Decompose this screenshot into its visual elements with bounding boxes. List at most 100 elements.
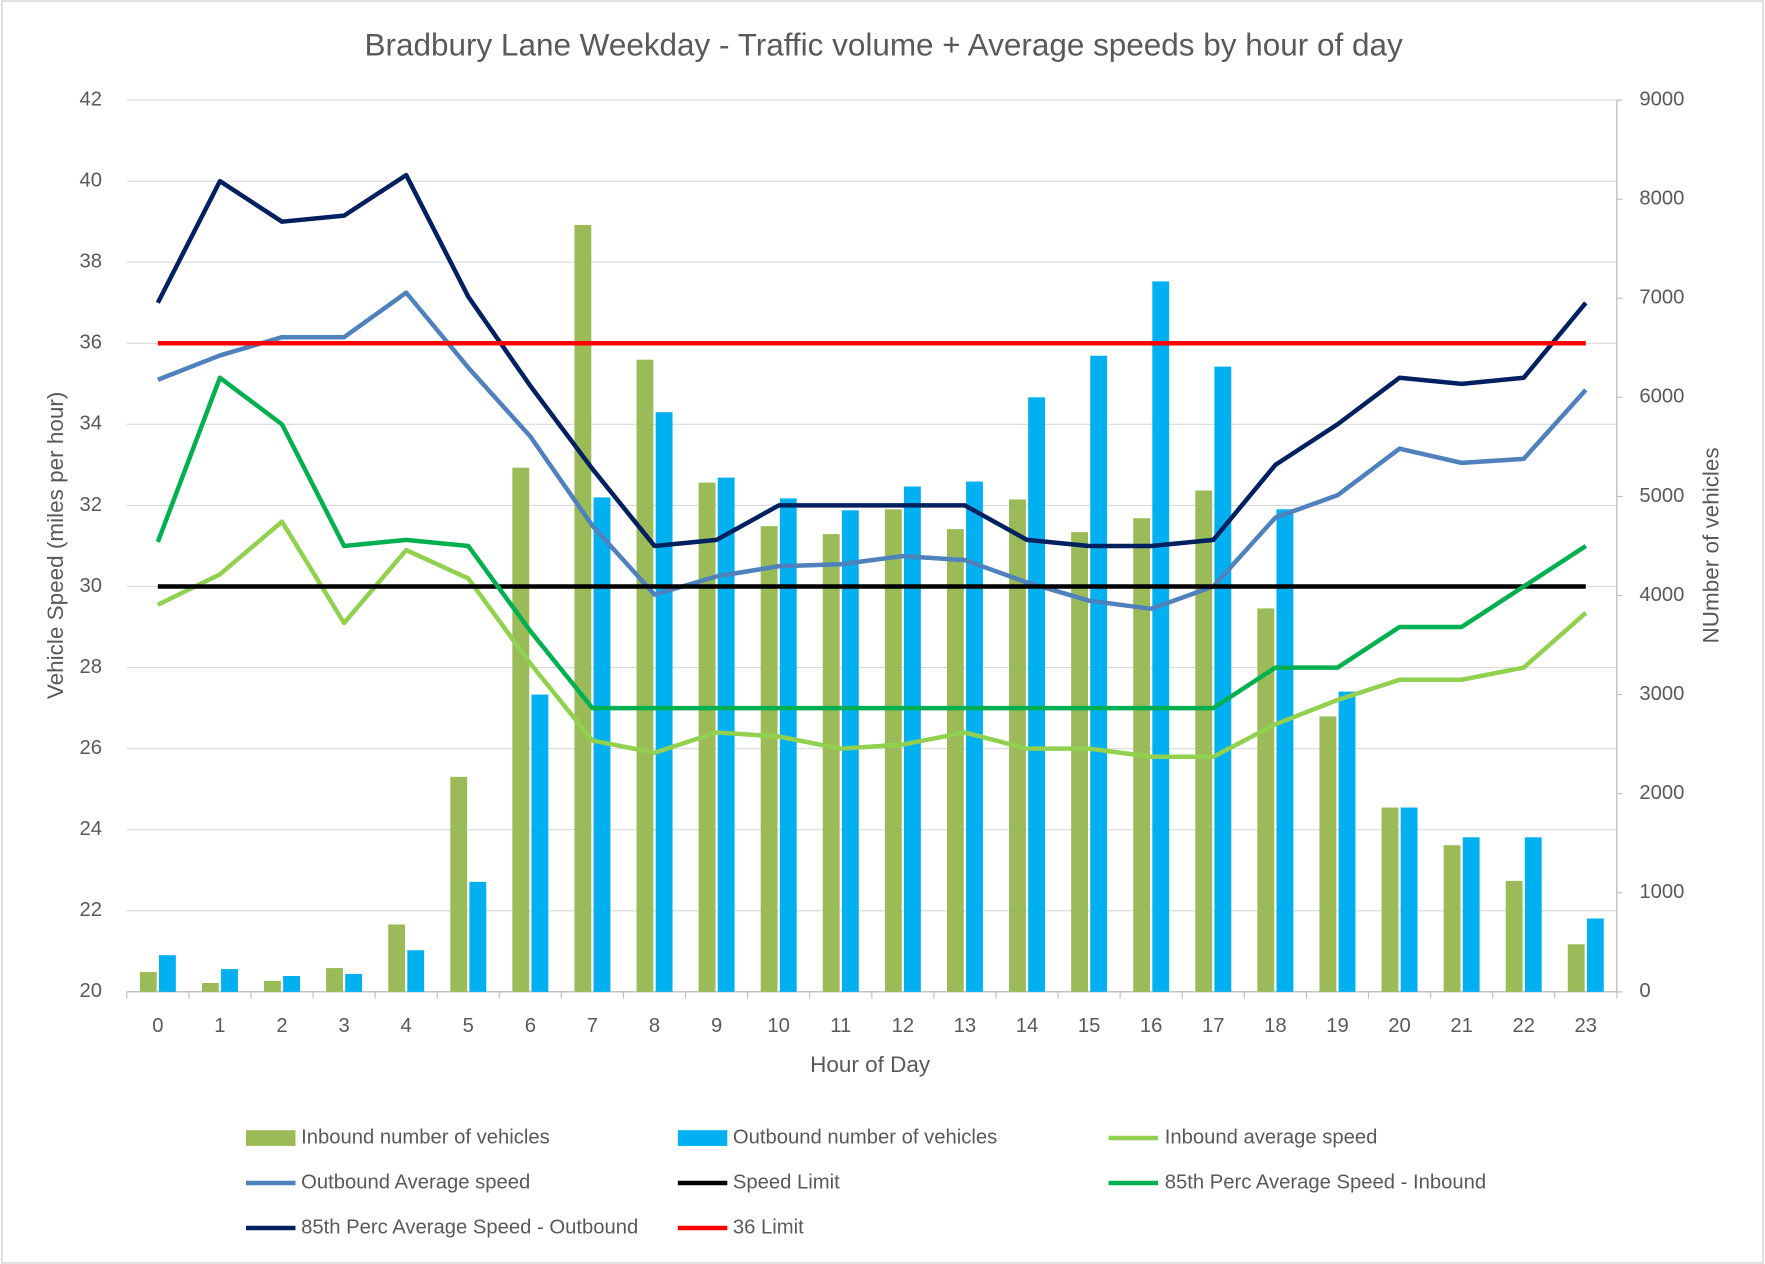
bar xyxy=(655,412,673,992)
legend-swatch xyxy=(677,1130,728,1146)
x-tick-label: 9 xyxy=(711,1015,722,1037)
x-tick-label: 8 xyxy=(649,1015,660,1037)
x-tick-label: 3 xyxy=(338,1015,349,1037)
legend-label: 36 Limit xyxy=(733,1216,804,1238)
x-tick-label: 4 xyxy=(401,1015,412,1037)
bar xyxy=(201,982,219,992)
bar xyxy=(903,486,921,992)
bar xyxy=(884,509,902,992)
y2-tick-label: 5000 xyxy=(1639,485,1684,507)
legend-label: Speed Limit xyxy=(733,1171,840,1193)
x-tick-label: 20 xyxy=(1388,1015,1411,1037)
y-tick-label: 36 xyxy=(80,332,103,354)
bar xyxy=(1257,608,1275,992)
legend-swatch xyxy=(246,1130,296,1146)
x-tick-label: 12 xyxy=(892,1015,915,1037)
legend-label: Inbound number of vehicles xyxy=(301,1126,550,1148)
y2-tick-label: 3000 xyxy=(1639,683,1684,705)
bar xyxy=(1586,918,1604,992)
x-tick-label: 0 xyxy=(152,1015,163,1037)
legend-label: 85th Perc Average Speed - Inbound xyxy=(1165,1171,1486,1193)
y2-tick-label: 9000 xyxy=(1639,88,1684,110)
x-tick-label: 1 xyxy=(214,1015,225,1037)
legend-label: Inbound average speed xyxy=(1165,1126,1378,1148)
bar xyxy=(1276,509,1294,992)
bar xyxy=(450,776,468,992)
bar xyxy=(946,529,964,992)
bar xyxy=(1319,716,1337,992)
line-series xyxy=(155,172,1588,549)
x-tick-label: 7 xyxy=(587,1015,598,1037)
y-tick-label: 22 xyxy=(80,899,103,921)
bar xyxy=(1338,691,1356,992)
x-tick-label: 10 xyxy=(767,1015,790,1037)
bar xyxy=(1214,366,1232,992)
y2-tick-label: 7000 xyxy=(1639,287,1684,309)
x-tick-label: 23 xyxy=(1575,1015,1598,1037)
bar xyxy=(388,924,406,992)
bar xyxy=(512,467,530,992)
bar xyxy=(139,972,157,992)
x-tick-label: 2 xyxy=(276,1015,287,1037)
bar xyxy=(345,974,363,992)
bar xyxy=(264,980,281,992)
bar xyxy=(1381,807,1399,992)
bar xyxy=(841,510,859,992)
y2-axis-title: NUmber of vehicles xyxy=(1698,447,1723,643)
legend-label: Outbound Average speed xyxy=(301,1171,530,1193)
bar xyxy=(1152,281,1170,992)
line-series xyxy=(157,290,1588,612)
y-tick-label: 30 xyxy=(80,575,103,597)
x-tick-label: 13 xyxy=(954,1015,977,1037)
legend-label: 85th Perc Average Speed - Outbound xyxy=(301,1216,638,1238)
y-tick-label: 26 xyxy=(80,737,103,759)
bar xyxy=(1028,397,1046,992)
bar xyxy=(531,694,549,992)
x-tick-label: 17 xyxy=(1202,1015,1225,1037)
y-tick-label: 28 xyxy=(80,656,103,678)
legend-label: Outbound number of vehicles xyxy=(733,1126,997,1148)
x-tick-label: 15 xyxy=(1078,1015,1101,1037)
y-tick-label: 34 xyxy=(80,413,103,435)
y-tick-label: 38 xyxy=(80,251,103,273)
line-series xyxy=(155,375,1588,711)
bar xyxy=(1400,807,1418,992)
x-tick-label: 6 xyxy=(525,1015,536,1037)
bar xyxy=(574,224,592,992)
bar xyxy=(1567,944,1585,992)
bar xyxy=(760,526,778,992)
y-tick-label: 20 xyxy=(80,980,103,1002)
bar xyxy=(1505,880,1523,992)
y2-tick-label: 8000 xyxy=(1639,188,1684,210)
bar xyxy=(1071,532,1088,992)
x-tick-label: 14 xyxy=(1016,1015,1039,1037)
x-tick-label: 22 xyxy=(1512,1015,1535,1037)
x-tick-label: 5 xyxy=(463,1015,474,1037)
y2-tick-label: 6000 xyxy=(1639,386,1684,408)
x-tick-label: 19 xyxy=(1326,1015,1349,1037)
y-tick-label: 32 xyxy=(80,494,103,516)
x-tick-label: 21 xyxy=(1450,1015,1473,1037)
bar xyxy=(1090,355,1108,992)
y2-tick-label: 0 xyxy=(1639,980,1650,1002)
bar xyxy=(822,534,840,992)
bar xyxy=(1443,845,1461,992)
bar xyxy=(221,969,238,992)
y-tick-label: 24 xyxy=(80,818,103,840)
bar xyxy=(469,881,487,992)
y-tick-label: 40 xyxy=(80,169,103,191)
bar xyxy=(158,955,176,992)
bar xyxy=(407,950,425,992)
bar xyxy=(1462,837,1480,992)
chart-title: Bradbury Lane Weekday - Traffic volume +… xyxy=(365,28,1403,63)
x-tick-label: 16 xyxy=(1140,1015,1163,1037)
x-tick-label: 18 xyxy=(1264,1015,1287,1037)
bar xyxy=(1195,490,1213,992)
bar xyxy=(326,968,343,992)
y-tick-label: 42 xyxy=(80,88,103,110)
bar xyxy=(779,498,797,992)
y2-tick-label: 4000 xyxy=(1639,584,1684,606)
bar xyxy=(283,976,301,992)
